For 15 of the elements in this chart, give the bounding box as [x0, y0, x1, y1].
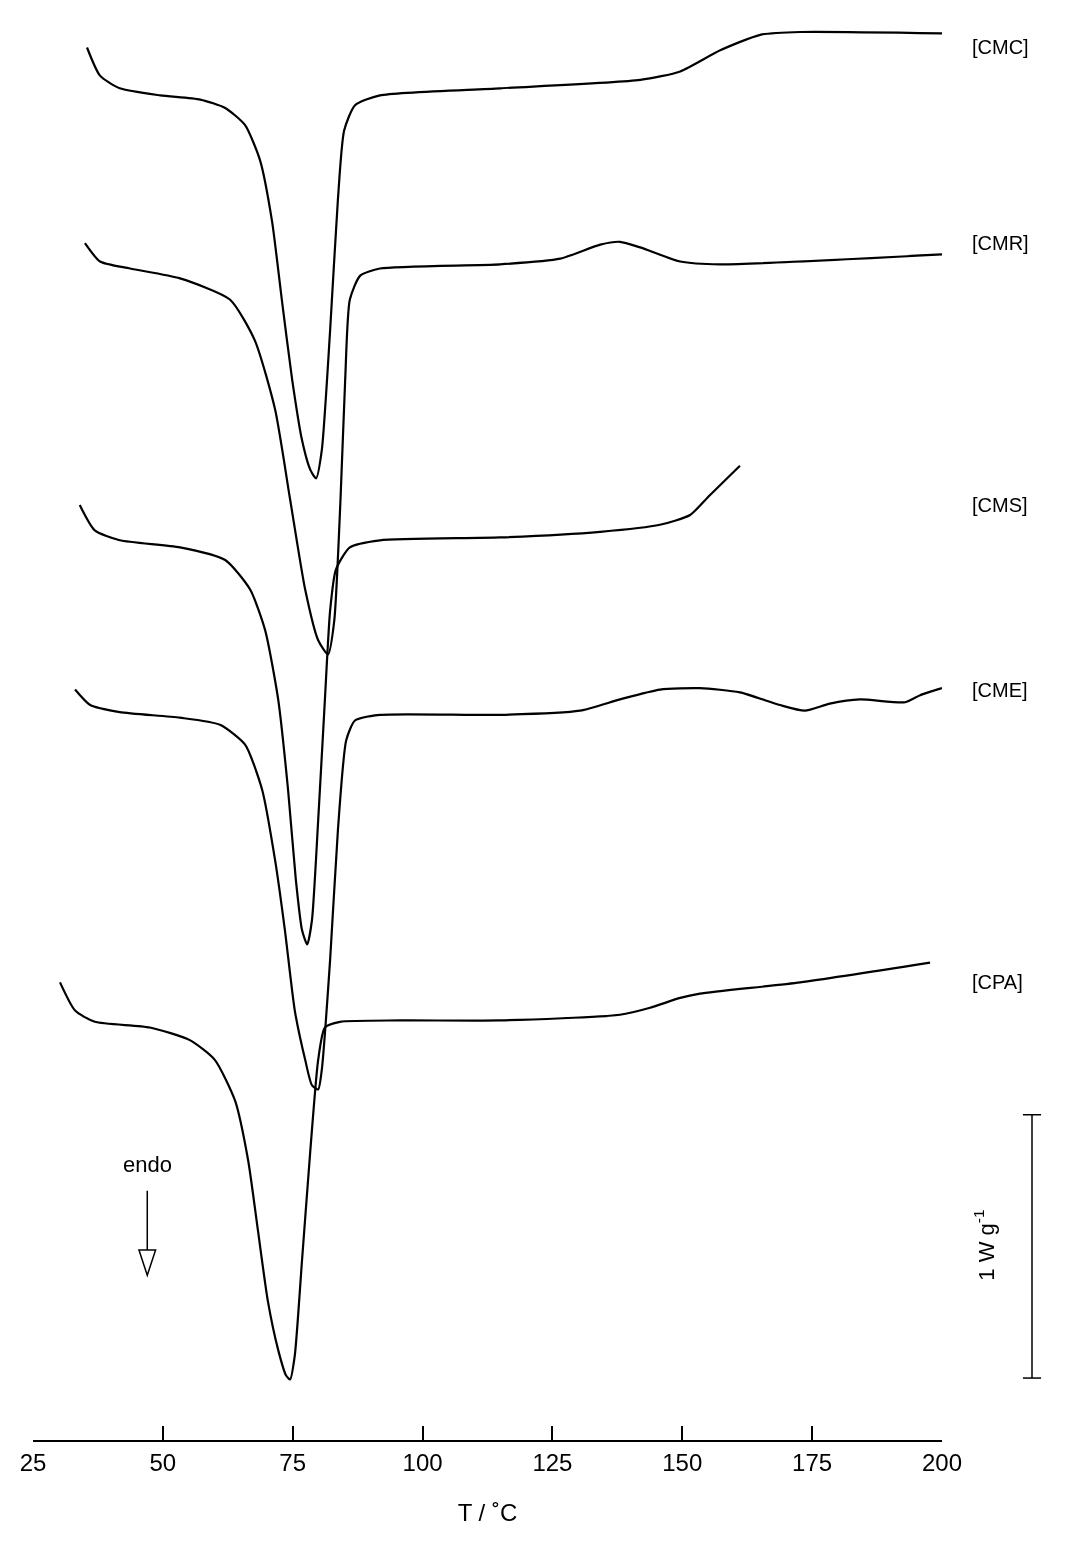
x-tick-label: 125 — [532, 1448, 573, 1476]
text: [CPA] — [972, 971, 1023, 993]
x-tick-label: 50 — [149, 1448, 177, 1476]
series-label: [CME] — [972, 679, 1028, 701]
x-axis-title: T / ˚C — [457, 1499, 518, 1527]
x-tick-label: 175 — [792, 1448, 833, 1476]
series-label: [CMC] — [972, 36, 1029, 58]
x-tick-label: 75 — [279, 1448, 307, 1476]
x-tick-label: 25 — [19, 1448, 47, 1476]
x-tick-label: 200 — [921, 1448, 963, 1476]
x-tick-label: 100 — [402, 1448, 443, 1476]
annotation: endo — [123, 1152, 172, 1177]
x-tick-label: 150 — [662, 1448, 703, 1476]
series-label: [CMR] — [972, 232, 1029, 254]
text: [CMS] — [972, 494, 1028, 516]
